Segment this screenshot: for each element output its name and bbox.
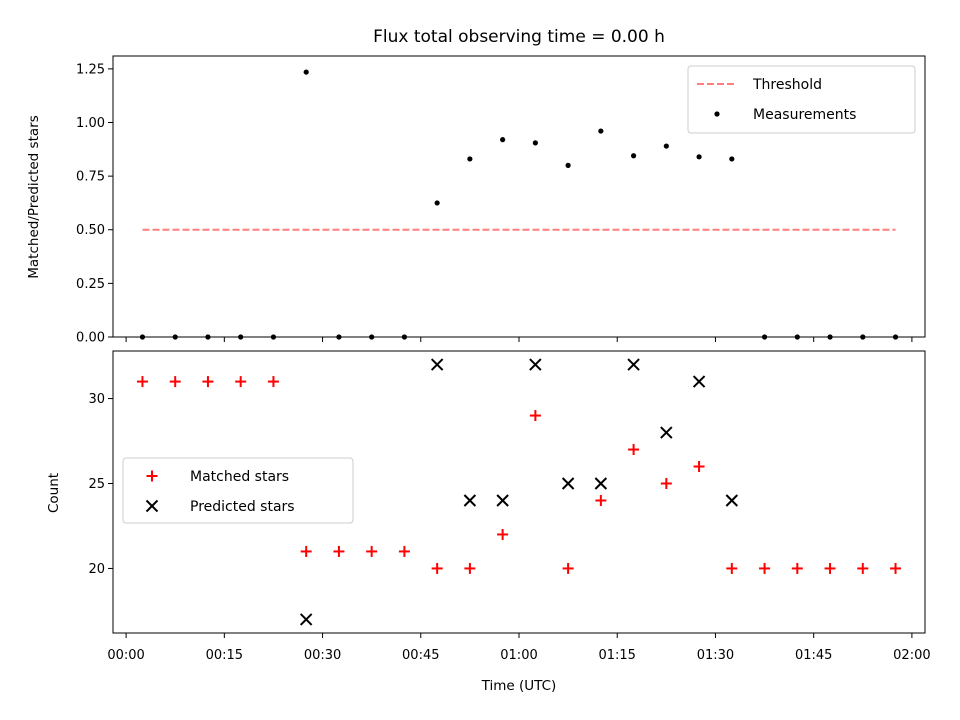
top-y-tick-label: 1.00 <box>76 116 105 131</box>
top-legend: Threshold Measurements <box>687 65 916 134</box>
x-tick-label: 02:00 <box>893 648 930 663</box>
matched-star-point <box>628 444 640 456</box>
matched-star-point <box>267 376 279 388</box>
bottom-y-axis-label: Count <box>46 473 62 513</box>
predicted-star-point <box>660 426 673 439</box>
matched-star-point <box>398 545 410 557</box>
measurement-point <box>434 200 440 206</box>
measurement-point <box>663 143 669 149</box>
bottom-y-tick-label: 20 <box>88 562 105 577</box>
matched-star-point <box>759 562 771 574</box>
matched-star-point <box>824 562 836 574</box>
legend-matched-swatch <box>146 470 158 482</box>
legend-predicted-swatch <box>145 499 159 513</box>
measurement-point <box>467 156 473 162</box>
predicted-star-point <box>430 358 444 371</box>
matched-star-point <box>136 376 148 388</box>
x-tick-label: 00:45 <box>402 648 439 663</box>
top-y-tick-label: 0.75 <box>76 170 105 185</box>
top-marks: 0.00 0.25 0.50 0.75 1.00 1.25 <box>76 62 913 346</box>
top-axes-frame <box>112 55 926 338</box>
matched-star-point <box>497 528 509 540</box>
measurement-point <box>729 156 735 162</box>
measurement-point <box>598 128 604 134</box>
measurement-point <box>303 69 309 75</box>
predicted-star-point <box>725 494 739 507</box>
predicted-star-point <box>496 494 509 507</box>
x-stroke-b <box>145 499 159 513</box>
predicted-star-point <box>561 477 575 490</box>
legend-measurements-label: Measurements <box>753 107 856 123</box>
bottom-plot: Count Time (UTC) 20 25 30 00:00 00:15 00:30 00… <box>46 350 931 694</box>
x-tick-label: 01:15 <box>598 648 635 663</box>
measurement-point <box>500 137 506 143</box>
x-stroke-b <box>529 358 542 371</box>
x-tick-label: 00:30 <box>304 648 341 663</box>
predicted-star-point <box>627 358 640 371</box>
matched-star-point <box>595 494 607 506</box>
x-stroke-b <box>430 358 444 371</box>
matched-star-point <box>169 376 181 388</box>
matched-star-point <box>464 562 476 574</box>
x-stroke-b <box>594 477 608 490</box>
matched-star-point <box>366 545 378 557</box>
x-stroke-b <box>561 477 575 490</box>
matched-star-point <box>660 478 672 490</box>
predicted-star-point <box>299 613 313 626</box>
matched-star-point <box>857 562 869 574</box>
bottom-axes-frame <box>112 350 926 634</box>
x-tick-label: 01:30 <box>697 648 734 663</box>
bottom-marks: 20 25 30 00:00 00:15 00:30 00:45 01:00 01:15 01:3… <box>88 358 931 663</box>
top-y-tick-label: 0.00 <box>76 331 105 346</box>
x-stroke-b <box>463 494 477 507</box>
top-legend-box <box>687 65 916 134</box>
top-y-tick-label: 1.25 <box>76 62 105 77</box>
x-stroke-b <box>725 494 739 507</box>
matched-star-point <box>791 562 803 574</box>
matched-star-point <box>202 376 214 388</box>
measurement-point <box>696 154 702 160</box>
measurement-point <box>630 153 637 159</box>
measurement-point <box>565 162 571 168</box>
x-axis-label: Time (UTC) <box>481 678 557 694</box>
matched-star-point <box>529 410 541 422</box>
matched-star-point <box>562 562 574 574</box>
matched-star-point <box>693 461 705 473</box>
predicted-star-point <box>463 494 477 507</box>
legend-predicted-label: Predicted stars <box>190 499 295 515</box>
measurement-point <box>532 140 538 146</box>
predicted-star-point <box>529 358 542 371</box>
x-stroke-b <box>496 494 509 507</box>
legend-threshold-label: Threshold <box>752 77 822 93</box>
x-tick-label: 00:15 <box>206 648 243 663</box>
bottom-y-tick-label: 25 <box>88 477 105 492</box>
x-tick-label: 01:00 <box>500 648 537 663</box>
bottom-legend: Matched stars Predicted stars <box>122 457 354 524</box>
matched-star-point <box>235 376 247 388</box>
predicted-star-point <box>594 477 608 490</box>
bottom-legend-box <box>122 457 354 524</box>
matched-star-point <box>890 562 902 574</box>
x-stroke-b <box>692 375 706 388</box>
matched-star-point <box>300 545 312 557</box>
bottom-y-tick-label: 30 <box>88 392 105 407</box>
x-stroke-b <box>299 613 313 626</box>
matched-star-point <box>726 562 738 574</box>
top-y-axis-label: Matched/Predicted stars <box>26 115 42 278</box>
top-y-tick-label: 0.25 <box>76 277 105 292</box>
matched-star-point <box>431 562 443 574</box>
legend-matched-label: Matched stars <box>190 469 289 485</box>
x-stroke-b <box>660 426 673 439</box>
matched-star-point <box>333 545 345 557</box>
x-stroke-b <box>627 358 640 371</box>
predicted-star-point <box>692 375 706 388</box>
top-plot: Matched/Predicted stars 0.00 0.25 0.50 0.75… <box>26 55 926 346</box>
legend-measurements-swatch <box>714 111 720 117</box>
x-tick-label: 00:00 <box>107 648 144 663</box>
x-tick-label: 01:45 <box>795 648 832 663</box>
top-chart-title: Flux total observing time = 0.00 h <box>373 27 665 47</box>
top-y-tick-label: 0.50 <box>76 223 105 238</box>
